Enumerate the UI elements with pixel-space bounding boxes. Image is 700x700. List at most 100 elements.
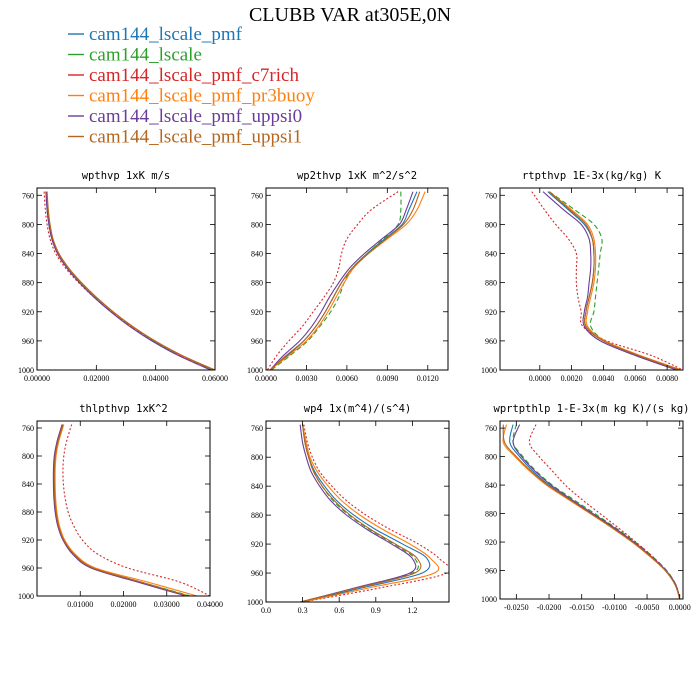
- panel-title: thlpthvp 1xK^2: [79, 403, 168, 415]
- x-tick-label: 0.0030: [295, 374, 317, 383]
- series-line-cam144_lscale_pmf_uppsi1: [46, 191, 215, 370]
- y-tick-label: 800: [251, 453, 263, 462]
- y-tick-label: 920: [22, 308, 34, 317]
- x-tick-label: 0.3: [298, 606, 308, 615]
- y-tick-label: 840: [485, 481, 497, 490]
- legend-entry-cam144_lscale_pmf_uppsi1: cam144_lscale_pmf_uppsi1: [89, 127, 302, 148]
- panels: wpthvp 1xK m/s76080084088092096010000.00…: [18, 170, 691, 615]
- series-line-cam144_lscale_pmf: [45, 191, 214, 370]
- series-line-cam144_lscale_pmf_c7rich: [266, 191, 399, 370]
- x-tick-label: 0.0090: [376, 374, 398, 383]
- series-line-cam144_lscale_pmf_pr3buoy: [269, 191, 426, 370]
- series-line-cam144_lscale_pmf_c7rich: [302, 424, 449, 602]
- series-line-cam144_lscale_pmf: [547, 191, 681, 370]
- y-tick-label: 760: [485, 191, 497, 200]
- series-line-cam144_lscale_pmf_uppsi0: [52, 424, 187, 596]
- series-line-cam144_lscale_pmf: [53, 424, 189, 596]
- y-tick-label: 1000: [18, 592, 34, 601]
- series-line-cam144_lscale_pmf: [302, 424, 431, 602]
- series-line-cam144_lscale: [271, 191, 402, 370]
- y-tick-label: 760: [22, 424, 34, 433]
- y-tick-label: 960: [485, 337, 497, 346]
- series-line-cam144_lscale: [300, 424, 419, 602]
- series-line-cam144_lscale_pmf: [509, 424, 681, 599]
- x-tick-label: 0.06000: [202, 374, 228, 383]
- plot-frame: [499, 187, 684, 371]
- y-tick-label: 760: [22, 191, 34, 200]
- panel-3: rtpthvp 1E-3x(kg/kg) K 760 800 840 880 920 960…: [481, 170, 684, 383]
- x-tick-label: 0.03000: [154, 600, 180, 609]
- series-line-cam144_lscale_pmf_uppsi1: [53, 424, 189, 596]
- panel-2: wp2thvp 1xK m^2/s^2 760 800 840 880 920 960 100…: [247, 170, 449, 383]
- panel-6: wprtpthlp 1-E-3x(m kg K)/(s kg) 760 800 840…: [481, 403, 691, 612]
- x-tick-label: 0.0: [261, 606, 271, 615]
- plot-frame: [36, 420, 211, 597]
- x-tick-label: 0.01000: [67, 600, 93, 609]
- y-tick-label: 880: [22, 508, 34, 517]
- panel-title: wprtpthlp 1-E-3x(m kg K)/(s kg): [494, 403, 690, 415]
- panel-title: wp4 1x(m^4)/(s^4): [304, 403, 411, 415]
- x-tick-label: 0.04000: [197, 600, 223, 609]
- y-tick-label: 960: [251, 569, 263, 578]
- x-tick-label: -0.0200: [537, 603, 562, 612]
- series-line-cam144_lscale_pmf_uppsi0: [269, 191, 414, 370]
- series-line-cam144_lscale_pmf_pr3buoy: [548, 191, 682, 370]
- x-tick-label: 1.2: [407, 606, 417, 615]
- x-tick-label: 0.9: [371, 606, 381, 615]
- x-tick-label: 0.0120: [417, 374, 439, 383]
- y-tick-label: 1000: [481, 595, 497, 604]
- y-tick-label: 960: [251, 337, 263, 346]
- series-line-cam144_lscale_pmf_c7rich: [528, 424, 681, 599]
- series-line-cam144_lscale: [549, 191, 681, 370]
- x-tick-label: 0.0060: [336, 374, 358, 383]
- legend: cam144_lscale_pmfcam144_lscalecam144_lsc…: [68, 24, 315, 148]
- panel-title: wp2thvp 1xK m^2/s^2: [297, 170, 417, 182]
- series-line-cam144_lscale_pmf_c7rich: [531, 191, 683, 370]
- series-line-cam144_lscale_pmf_uppsi1: [548, 191, 681, 370]
- y-tick-label: 880: [485, 279, 497, 288]
- x-tick-label: 0.6: [334, 606, 344, 615]
- y-tick-label: 840: [22, 250, 34, 259]
- x-tick-label: 0.0000: [529, 374, 551, 383]
- x-tick-label: -0.0250: [504, 603, 529, 612]
- x-tick-label: 0.00000: [24, 374, 50, 383]
- panel-title: rtpthvp 1E-3x(kg/kg) K: [522, 170, 662, 182]
- series-line-cam144_lscale_pmf_uppsi0: [542, 191, 677, 370]
- legend-entry-cam144_lscale_pmf_c7rich: cam144_lscale_pmf_c7rich: [89, 65, 299, 86]
- y-tick-label: 760: [251, 424, 263, 433]
- y-tick-label: 1000: [247, 598, 263, 607]
- x-tick-label: -0.0100: [602, 603, 627, 612]
- series-line-cam144_lscale: [45, 191, 213, 370]
- y-tick-label: 840: [485, 250, 497, 259]
- series-line-cam144_lscale_pmf_uppsi0: [512, 424, 681, 599]
- y-tick-label: 1000: [481, 366, 497, 375]
- plot-frame: [499, 420, 684, 600]
- figure-title: CLUBB VAR at305E,0N: [249, 4, 451, 26]
- y-tick-label: 920: [485, 308, 497, 317]
- plot-frame: [36, 187, 216, 371]
- y-tick-label: 920: [485, 538, 497, 547]
- y-tick-label: 880: [485, 510, 497, 519]
- x-tick-label: 0.0000: [669, 603, 691, 612]
- series-line-cam144_lscale_pmf_uppsi1: [269, 191, 421, 370]
- y-tick-label: 880: [251, 511, 263, 520]
- y-tick-label: 800: [22, 452, 34, 461]
- x-tick-label: 0.02000: [111, 600, 137, 609]
- series-line-cam144_lscale_pmf_uppsi0: [299, 424, 417, 602]
- x-tick-label: 0.0000: [255, 374, 277, 383]
- y-tick-label: 760: [485, 424, 497, 433]
- x-tick-label: -0.0150: [569, 603, 594, 612]
- legend-entry-cam144_lscale: cam144_lscale: [89, 45, 202, 66]
- y-tick-label: 800: [251, 220, 263, 229]
- y-tick-label: 1000: [247, 366, 263, 375]
- y-tick-label: 1000: [18, 366, 34, 375]
- series-line-cam144_lscale_pmf_uppsi1: [502, 424, 681, 599]
- legend-entry-cam144_lscale_pmf_uppsi0: cam144_lscale_pmf_uppsi0: [89, 106, 302, 127]
- panel-title: wpthvp 1xK m/s: [82, 170, 171, 182]
- y-tick-label: 840: [251, 250, 263, 259]
- y-tick-label: 800: [485, 220, 497, 229]
- panel-1: wpthvp 1xK m/s 760 800 840 880 920 960 10000.00…: [18, 170, 228, 383]
- y-tick-label: 880: [251, 279, 263, 288]
- series-line-cam144_lscale_pmf_c7rich: [62, 424, 210, 596]
- plot-frame: [265, 187, 449, 371]
